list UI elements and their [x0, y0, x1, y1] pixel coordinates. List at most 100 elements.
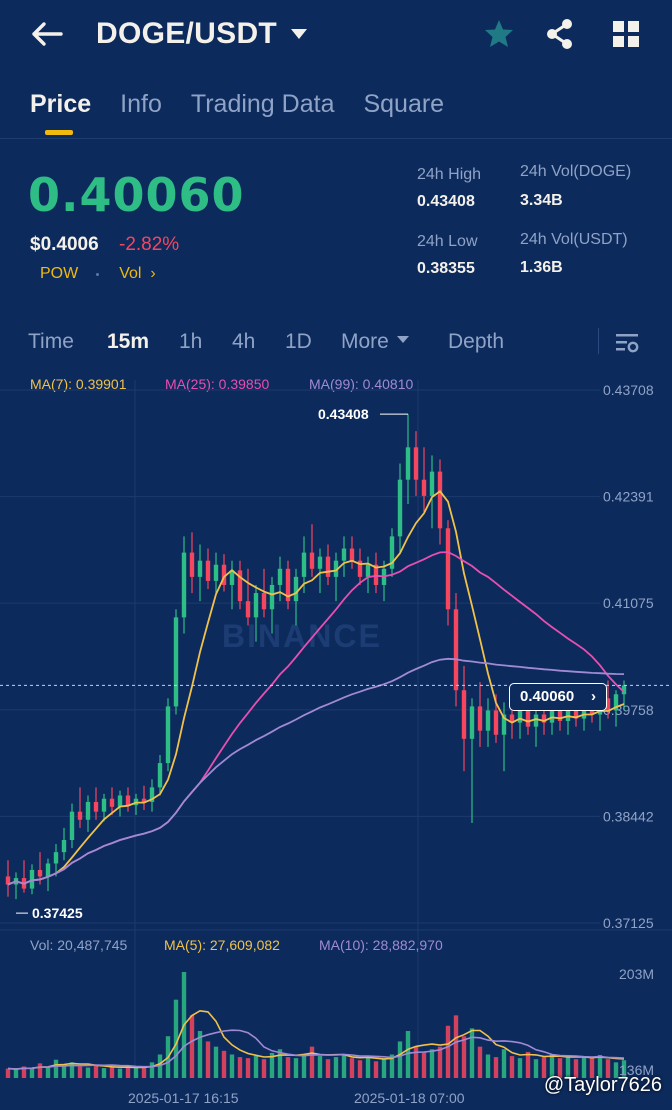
candle-body	[173, 617, 179, 707]
candle-body	[581, 706, 587, 719]
chevron-right-icon: ›	[591, 688, 596, 705]
volume-bar	[469, 1028, 475, 1078]
candle-body	[437, 471, 443, 529]
candle-body	[365, 564, 371, 577]
interval-1h[interactable]: 1h	[179, 330, 203, 353]
volume-bar	[5, 1068, 11, 1078]
interval-1d[interactable]: 1D	[285, 330, 312, 353]
credit-watermark: @Taylor7626	[543, 1074, 662, 1096]
candle-body	[205, 560, 211, 581]
tab-info[interactable]: Info	[120, 90, 162, 118]
tabs-divider	[0, 138, 672, 139]
candle-body	[269, 584, 275, 610]
high-marker-label: 0.43408	[318, 406, 369, 422]
candle-body	[525, 710, 531, 727]
volume-bar	[453, 1015, 459, 1078]
candle-body	[189, 552, 195, 577]
interval-4h[interactable]: 4h	[232, 330, 256, 353]
candle-body	[293, 576, 299, 602]
interval-15m[interactable]: 15m	[107, 330, 150, 353]
volume-bar	[77, 1066, 83, 1078]
volume-bar	[429, 1049, 435, 1078]
stat-high-label: 24h High	[417, 166, 482, 183]
pair-selector[interactable]: DOGE/USDT	[96, 14, 308, 54]
price-change: -2.82%	[119, 234, 180, 255]
candle-body	[197, 560, 203, 577]
current-price-tag[interactable]: 0.40060 ›	[509, 683, 607, 711]
chart-settings-icon[interactable]	[614, 330, 640, 356]
volume-bar	[413, 1046, 419, 1078]
volume-bar	[69, 1062, 75, 1078]
candle-body	[301, 552, 307, 577]
tag-vol[interactable]: Vol ›	[119, 265, 156, 282]
interval-more[interactable]: More	[341, 330, 409, 354]
volume-bar	[437, 1046, 443, 1078]
volume-bar	[565, 1056, 571, 1078]
section-tabs: Price Info Trading Data Square	[30, 86, 444, 138]
candle-body	[149, 787, 155, 802]
star-icon[interactable]	[482, 17, 516, 51]
candle-body	[101, 798, 107, 812]
volume-bar	[589, 1058, 595, 1078]
volume-bar	[37, 1063, 43, 1078]
volume-bar	[237, 1057, 243, 1078]
share-icon[interactable]	[543, 17, 577, 51]
candle-body	[605, 698, 611, 711]
volume-bar	[253, 1056, 259, 1078]
volume-bar	[357, 1060, 363, 1078]
candle-body	[237, 570, 243, 602]
candle-body	[373, 564, 379, 585]
volume-bar	[141, 1068, 147, 1078]
volume-bar	[621, 1060, 627, 1078]
volume-bar	[389, 1054, 395, 1078]
price-usd: $0.4006	[30, 234, 99, 255]
volume-bar	[341, 1053, 347, 1078]
ma7-line	[7, 490, 625, 886]
volume-bar	[525, 1051, 531, 1078]
vol-ma5-line	[7, 1009, 625, 1070]
tab-trading-data[interactable]: Trading Data	[190, 90, 335, 118]
candle-body	[461, 690, 467, 739]
grid-icon[interactable]	[609, 17, 643, 51]
candle-body	[541, 714, 547, 723]
volume-bar	[229, 1054, 235, 1078]
candlestick-chart[interactable]: 0.437080.423910.410750.397580.384420.371…	[0, 380, 672, 1110]
stat-vol-usdt-label: 24h Vol(USDT)	[520, 231, 628, 248]
volume-bar	[533, 1059, 539, 1078]
volume-bar	[53, 1059, 59, 1078]
candle-body	[253, 593, 259, 618]
volume-bar	[573, 1059, 579, 1078]
candle-body	[325, 556, 331, 577]
volume-bar	[509, 1056, 515, 1078]
volume-bar	[501, 1049, 507, 1078]
candle-body	[621, 685, 627, 695]
volume-bar	[205, 1041, 211, 1078]
vol-ma10-line	[7, 1029, 625, 1070]
volume-bar	[133, 1066, 139, 1078]
candle-body	[557, 710, 563, 721]
candle-body	[477, 706, 483, 731]
candle-body	[261, 593, 267, 610]
candle-body	[493, 710, 499, 735]
volume-bar	[477, 1046, 483, 1078]
interval-time[interactable]: Time	[28, 330, 74, 353]
back-arrow-icon[interactable]	[30, 18, 64, 50]
volume-bar	[445, 1025, 451, 1078]
volume-bar	[189, 1015, 195, 1078]
candle-body	[565, 708, 571, 721]
volume-bar	[381, 1058, 387, 1078]
tag-row: POW Vol ›	[40, 265, 156, 283]
tab-square[interactable]: Square	[363, 90, 445, 118]
volume-bar	[221, 1050, 227, 1078]
interval-bar: Time 15m 1h 4h 1D More Depth	[0, 322, 672, 362]
candle-body	[277, 568, 283, 585]
tab-depth[interactable]: Depth	[448, 330, 505, 353]
volume-bar	[269, 1052, 275, 1078]
volume-bar	[149, 1062, 155, 1078]
candle-body	[37, 869, 43, 877]
volume-bar	[173, 999, 179, 1078]
candle-body	[517, 710, 523, 723]
tab-price[interactable]: Price	[30, 86, 91, 138]
candle-body	[181, 552, 187, 618]
tag-pow[interactable]: POW	[40, 265, 79, 282]
